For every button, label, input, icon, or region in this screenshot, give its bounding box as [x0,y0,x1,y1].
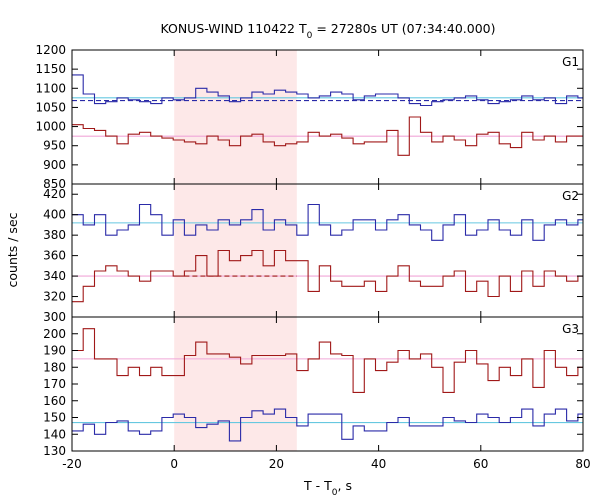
x-axis-label: T - T0, s [303,478,352,498]
y-tick-label: 200 [43,327,66,341]
x-tick-label: 0 [170,457,178,471]
y-tick-label: 850 [43,177,66,191]
axes-layer: 850 900 950 1000 1050 1100 1150 1200 G1 300 320 340… [35,43,590,471]
series-g2-blue [72,203,583,241]
y-tick-label: 130 [43,444,66,458]
x-tick-label: 40 [371,457,386,471]
y-tick-label: 380 [43,228,66,242]
y-axis-label: counts / sec [5,212,20,287]
x-tick-label: 60 [473,457,488,471]
y-tick-label: 340 [43,269,66,283]
panel-label-g3: G3 [562,322,579,336]
y-tick-label: 900 [43,158,66,172]
y-tick-label: 1000 [35,120,66,134]
panel-frame-g3 [71,316,584,452]
x-tick-label: 20 [269,457,284,471]
y-tick-label: 140 [43,427,66,441]
series-g1-blue [72,74,583,107]
chart-title: KONUS-WIND 110422 T0 = 27280s UT (07:34:… [160,21,495,41]
y-tick-label: 170 [43,377,66,391]
y-tick-label: 1050 [35,100,66,114]
x-tick-label: 80 [575,457,590,471]
y-tick-label: 180 [43,360,66,374]
series-g3-red [72,328,583,393]
y-tick-label: 360 [43,249,66,263]
y-tick-label: 420 [43,187,66,201]
series-g2-red [72,249,583,303]
series-g1-red [72,116,583,156]
y-tick-label: 150 [43,411,66,425]
y-tick-label: 1150 [35,62,66,76]
y-tick-label: 300 [43,310,66,324]
y-tick-label: 1100 [35,81,66,95]
panel-label-g1: G1 [562,55,579,69]
panel-label-g2: G2 [562,189,579,203]
y-tick-label: 1200 [35,43,66,57]
y-tick-label: 400 [43,208,66,222]
series-g3-blue [72,408,583,442]
y-tick-label: 320 [43,290,66,304]
y-tick-label: 190 [43,344,66,358]
plot-layer [72,74,583,442]
y-tick-label: 160 [43,394,66,408]
y-tick-label: 950 [43,139,66,153]
x-tick-label: -20 [62,457,82,471]
panel-frame-g1 [71,49,584,185]
